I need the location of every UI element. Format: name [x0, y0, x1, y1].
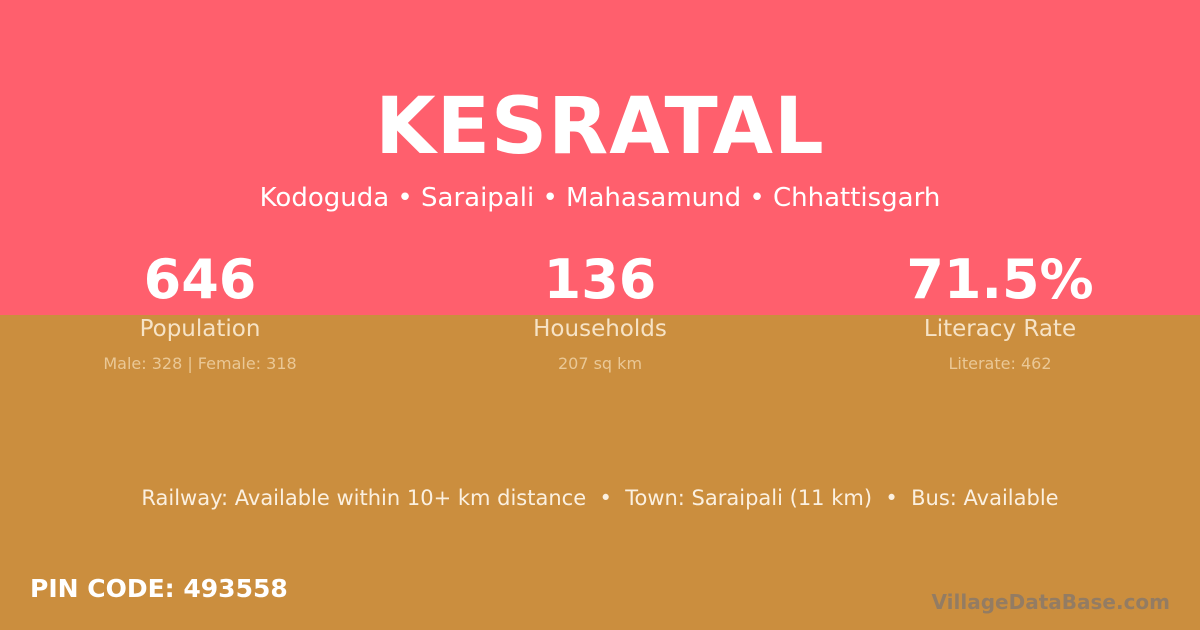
stat-population: 646 Population Male: 328 | Female: 318	[0, 248, 400, 373]
stat-detail: Male: 328 | Female: 318	[103, 354, 297, 373]
stat-label: Literacy Rate	[923, 316, 1077, 342]
info-band	[0, 315, 1200, 630]
stat-label: Households	[533, 316, 667, 342]
stat-label: Population	[139, 316, 261, 342]
location-breadcrumb: Kodoguda • Saraipali • Mahasamund • Chha…	[259, 183, 941, 213]
stat-value: 71.5%	[906, 248, 1094, 311]
transport-info: Railway: Available within 10+ km distanc…	[141, 486, 1059, 510]
stat-detail: Literate: 462	[948, 354, 1052, 373]
stat-value: 646	[143, 248, 257, 311]
stat-households: 136 Households 207 sq km	[400, 248, 800, 373]
stat-literacy: 71.5% Literacy Rate Literate: 462	[800, 248, 1200, 373]
stat-detail: 207 sq km	[557, 354, 643, 373]
pin-code: PIN CODE: 493558	[30, 574, 288, 603]
stat-value: 136	[543, 248, 657, 311]
village-name: KESRATAL	[375, 82, 825, 172]
header-band	[0, 0, 1200, 315]
brand-logo: VillageDataBase.com	[931, 590, 1170, 614]
